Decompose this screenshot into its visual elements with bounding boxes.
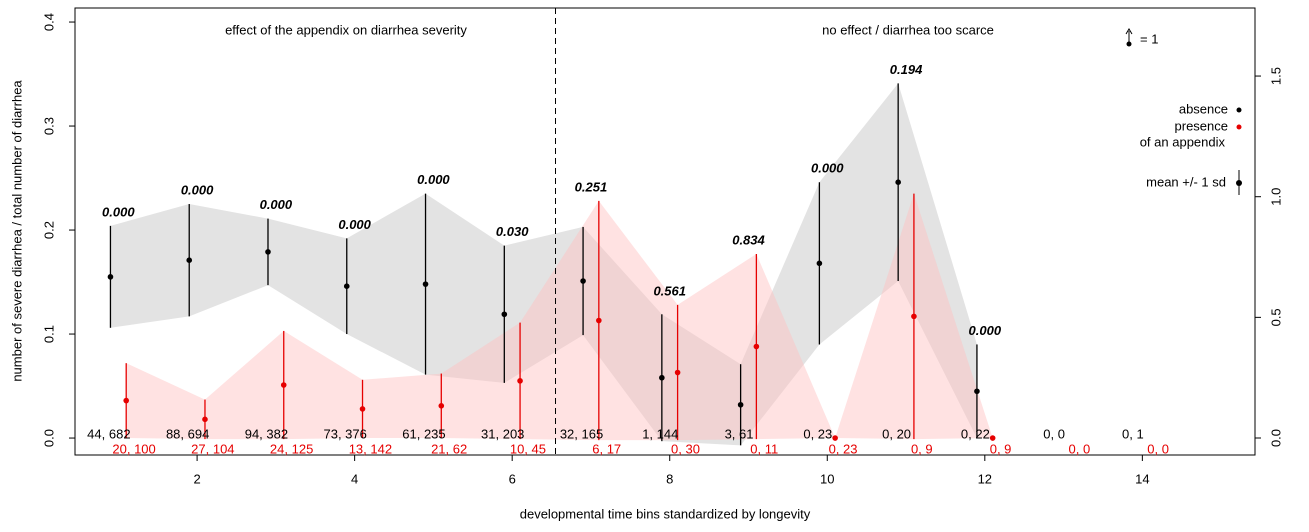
point [343,283,350,290]
point [816,260,823,267]
y-tick-label: 0.4 [41,13,56,31]
point [202,416,208,423]
point [438,403,445,409]
scale-key-label: = 1 [1140,31,1158,46]
count-label: 0, 9 [990,441,1012,456]
p-value-label: 0.194 [890,62,923,77]
scale-key-dot [1126,41,1132,47]
point [596,317,602,324]
count-label: 31, 203 [481,426,524,441]
x-tick-label: 4 [351,471,358,486]
p-value-label: 0.000 [260,197,293,212]
point [832,435,838,441]
count-label: 0, 11 [750,441,778,456]
x-axis-label: developmental time bins standardized by … [520,506,811,521]
p-value-label: 0.561 [653,283,686,298]
x-tick-label: 8 [666,471,673,486]
x-tick-label: 6 [509,471,516,486]
count-label: 0, 30 [671,441,700,456]
count-label: 61, 235 [402,426,445,441]
x-tick-label: 14 [1135,471,1149,486]
x-tick-label: 12 [978,471,992,486]
p-value-label: 0.000 [969,323,1002,338]
point [974,388,980,395]
count-label: 32, 165 [560,426,603,441]
count-label: 94, 382 [245,426,288,441]
y-tick-label: 0.0 [41,429,56,447]
p-value-label: 0.000 [417,172,450,187]
count-label: 20, 100 [112,441,155,456]
count-label: 27, 104 [191,441,234,456]
y-tick-label: 0.1 [41,325,56,343]
p-value-label: 0.000 [811,161,844,176]
x-tick-label: 2 [193,471,200,486]
point [501,311,508,318]
count-label: 21, 62 [431,441,467,456]
count-label: 0, 22 [961,426,990,441]
point [186,257,193,264]
point [737,401,744,408]
legend-sd-dot [1236,180,1242,186]
count-label: 3, 61 [725,426,754,441]
point [895,179,901,186]
count-label: 0, 20 [882,426,911,441]
p-value-label: 0.000 [102,204,135,219]
legend-label: presence [1175,118,1228,133]
point [580,278,586,284]
point [265,249,271,255]
legend-dot [1236,107,1242,113]
count-label: 0, 0 [1147,441,1169,456]
p-value-label: 0.000 [181,182,214,197]
point [659,374,665,381]
legend-label: mean +/- 1 sd [1146,174,1226,189]
annotation: no effect / diarrhea too scarce [822,22,994,37]
count-label: 0, 23 [803,426,832,441]
count-label: 6, 17 [592,441,621,456]
count-label: 44, 682 [87,426,130,441]
count-label: 88, 694 [166,426,209,441]
p-value-label: 0.834 [732,232,765,247]
point [674,369,681,376]
count-label: 24, 125 [270,441,313,456]
point [422,281,429,287]
p-value-label: 0.251 [575,179,608,194]
legend-dot [1236,124,1242,130]
legend-label: of an appendix [1140,134,1226,149]
y2-tick-label: 1.5 [1268,67,1283,85]
plot-frame [74,7,1256,456]
p-value-label: 0.030 [496,224,529,239]
count-label: 73, 376 [323,426,366,441]
x-tick-label: 10 [820,471,834,486]
count-label: 0, 9 [911,441,933,456]
legend-label: absence [1179,101,1228,116]
point [280,382,287,388]
annotation: effect of the appendix on diarrhea sever… [225,22,467,37]
count-label: 0, 0 [1068,441,1090,456]
sd-band [110,83,977,446]
count-label: 0, 1 [1122,426,1144,441]
point [107,274,114,280]
point [753,343,760,350]
p-value-label: 0.000 [338,217,371,232]
count-label: 10, 45 [510,441,546,456]
scale-key-arrowhead [1125,28,1133,35]
y-tick-label: 0.2 [41,221,56,239]
y2-tick-label: 0.5 [1268,308,1283,326]
point [517,378,523,384]
y-tick-label: 0.3 [41,117,56,135]
point [359,406,366,412]
point [911,313,917,320]
count-label: 0, 0 [1043,426,1065,441]
point [989,435,996,441]
count-label: 1, 144 [642,426,678,441]
count-label: 0, 23 [829,441,858,456]
y2-tick-label: 0.0 [1268,429,1283,447]
sd-band [126,193,993,441]
point [123,397,130,404]
count-label: 13, 142 [349,441,392,456]
y2-tick-label: 1.0 [1268,188,1283,206]
y-axis-label: number of severe diarrhea / total number… [9,80,24,382]
